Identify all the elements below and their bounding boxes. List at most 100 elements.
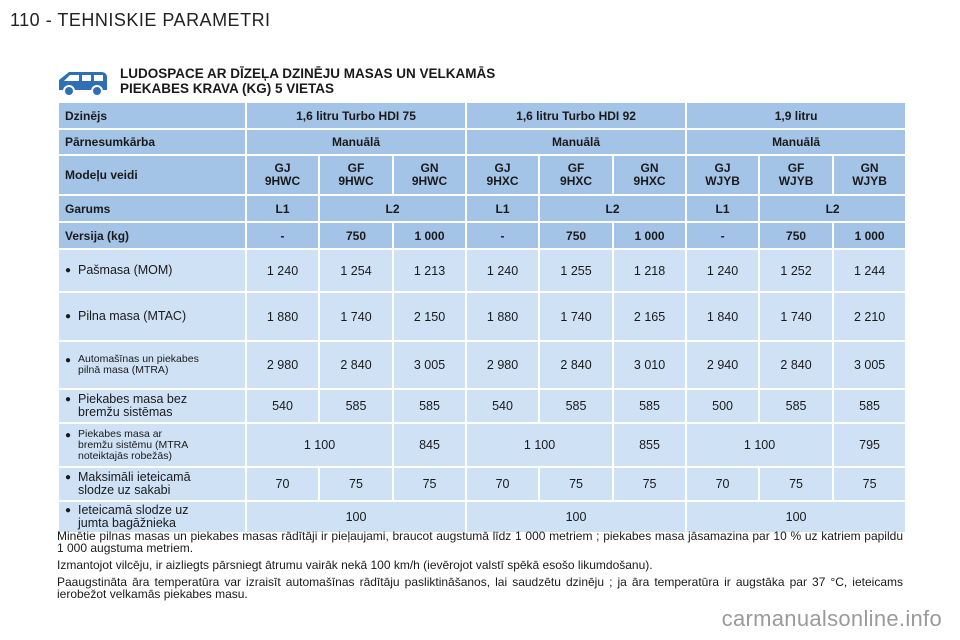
version-cell: 1 000 — [834, 223, 906, 248]
length-cell: L1 — [467, 196, 539, 221]
value-cell: 585 — [760, 390, 833, 422]
row-label: Garums — [59, 196, 245, 221]
value-cell: 1 254 — [320, 250, 392, 291]
value-cell: 1 244 — [834, 250, 906, 291]
row-label: ● Pilna masa (MTAC) — [59, 293, 245, 340]
note-paragraph: Izmantojot vilcēju, ir aizliegts pārsnie… — [57, 558, 653, 572]
engine-cell: 1,6 litru Turbo HDI 92 — [467, 103, 686, 128]
row-label: ● Pašmasa (MOM) — [59, 250, 245, 291]
value-cell: 845 — [394, 424, 466, 466]
model-cell: GN WJYB — [834, 156, 906, 194]
gearbox-cell: Manuālā — [687, 130, 906, 154]
value-cell: 1 100 — [467, 424, 613, 466]
value-cell: 100 — [247, 502, 466, 532]
row-gearbox: Pārnesumkārba Manuālā Manuālā Manuālā — [59, 130, 906, 154]
value-cell: 2 150 — [394, 293, 466, 340]
value-cell: 3 005 — [834, 342, 906, 388]
value-cell: 100 — [467, 502, 686, 532]
value-cell: 855 — [614, 424, 686, 466]
row-label: Dzinējs — [59, 103, 245, 128]
bullet-icon: ● — [65, 310, 72, 322]
value-cell: 585 — [540, 390, 613, 422]
length-cell: L2 — [540, 196, 686, 221]
value-cell: 540 — [467, 390, 539, 422]
value-cell: 500 — [687, 390, 759, 422]
row-label: ● Automašīnas un piekabes pilnā masa (MTR… — [59, 342, 245, 388]
value-cell: 75 — [760, 468, 833, 500]
value-cell: 75 — [614, 468, 686, 500]
model-cell: GF WJYB — [760, 156, 833, 194]
length-cell: L2 — [320, 196, 466, 221]
row-unbraked: ● Piekabes masa bez bremžu sistēmas 540 5… — [59, 390, 906, 422]
version-cell: 750 — [540, 223, 613, 248]
model-cell: GN 9HXC — [614, 156, 686, 194]
value-cell: 1 840 — [687, 293, 759, 340]
bullet-icon: ● — [65, 429, 72, 441]
row-mom: ● Pašmasa (MOM) 1 240 1 254 1 213 1 240 1… — [59, 250, 906, 291]
title-line-1: LUDOSPACE AR DĪZEĻA DZINĒJU MASAS UN VEL… — [120, 66, 496, 81]
length-cell: L1 — [687, 196, 759, 221]
value-cell: 585 — [614, 390, 686, 422]
row-label: ● Ieteicamā slodze uz jumta bagāžnieka — [59, 502, 245, 532]
page-header: 110 - TEHNISKIE PARAMETRI — [10, 10, 271, 30]
row-models: Modeļu veidi GJ 9HWC GF 9HWC GN 9HWC GJ … — [59, 156, 906, 194]
row-label: ● Piekabes masa bez bremžu sistēmas — [59, 390, 245, 422]
model-cell: GJ 9HXC — [467, 156, 539, 194]
row-engine: Dzinējs 1,6 litru Turbo HDI 75 1,6 litru… — [59, 103, 906, 128]
version-cell: 750 — [760, 223, 833, 248]
value-cell: 1 740 — [320, 293, 392, 340]
value-cell: 75 — [320, 468, 392, 500]
row-label: Modeļu veidi — [59, 156, 245, 194]
model-cell: GJ WJYB — [687, 156, 759, 194]
value-cell: 585 — [320, 390, 392, 422]
value-cell: 75 — [394, 468, 466, 500]
watermark: carmanualsonline.info — [721, 606, 942, 631]
value-cell: 540 — [247, 390, 318, 422]
value-cell: 1 100 — [687, 424, 833, 466]
value-cell: 3 005 — [394, 342, 466, 388]
note-paragraph: Minētie pilnas masas un piekabes masas r… — [57, 529, 903, 555]
value-cell: 1 740 — [540, 293, 613, 340]
version-cell: - — [467, 223, 539, 248]
model-cell: GN 9HWC — [394, 156, 466, 194]
value-cell: 2 840 — [320, 342, 392, 388]
model-cell: GJ 9HWC — [247, 156, 318, 194]
engine-cell: 1,6 litru Turbo HDI 75 — [247, 103, 466, 128]
version-cell: 1 000 — [614, 223, 686, 248]
bullet-icon: ● — [65, 355, 72, 366]
value-cell: 795 — [834, 424, 906, 466]
note-paragraph: Paaugstināta āra temperatūra var izraisī… — [57, 575, 903, 601]
row-roof: ● Ieteicamā slodze uz jumta bagāžnieka 10… — [59, 502, 906, 532]
value-cell: 70 — [467, 468, 539, 500]
van-icon — [59, 72, 107, 97]
value-cell: 2 165 — [614, 293, 686, 340]
row-label: ● Maksimāli ieteicamā slodze uz sakabi — [59, 468, 245, 500]
value-cell: 2 210 — [834, 293, 906, 340]
model-cell: GF 9HWC — [320, 156, 392, 194]
bullet-icon: ● — [65, 394, 72, 405]
version-cell: 750 — [320, 223, 392, 248]
value-cell: 70 — [247, 468, 318, 500]
row-mtac: ● Pilna masa (MTAC) 1 880 1 740 2 150 1 8… — [59, 293, 906, 340]
model-cell: GF 9HXC — [540, 156, 613, 194]
bullet-icon: ● — [65, 264, 72, 276]
row-length: Garums L1 L2 L1 L2 L1 L2 — [59, 196, 906, 221]
mass-table: Dzinējs 1,6 litru Turbo HDI 75 1,6 litru… — [57, 101, 907, 534]
value-cell: 585 — [834, 390, 906, 422]
version-cell: - — [687, 223, 759, 248]
bullet-icon: ● — [65, 505, 72, 516]
value-cell: 1 240 — [687, 250, 759, 291]
value-cell: 585 — [394, 390, 466, 422]
value-cell: 2 840 — [540, 342, 613, 388]
value-cell: 75 — [834, 468, 906, 500]
length-cell: L1 — [247, 196, 318, 221]
row-version: Versija (kg) - 750 1 000 - 750 1 000 - 7… — [59, 223, 906, 248]
notes: Minētie pilnas masas un piekabes masas r… — [57, 530, 903, 605]
value-cell: 100 — [687, 502, 906, 532]
value-cell: 1 740 — [760, 293, 833, 340]
length-cell: L2 — [760, 196, 906, 221]
version-cell: - — [247, 223, 318, 248]
row-hitch: ● Maksimāli ieteicamā slodze uz sakabi 70… — [59, 468, 906, 500]
row-label: ● Piekabes masa ar bremžu sistēmu (MTRA n… — [59, 424, 245, 466]
value-cell: 1 880 — [247, 293, 318, 340]
